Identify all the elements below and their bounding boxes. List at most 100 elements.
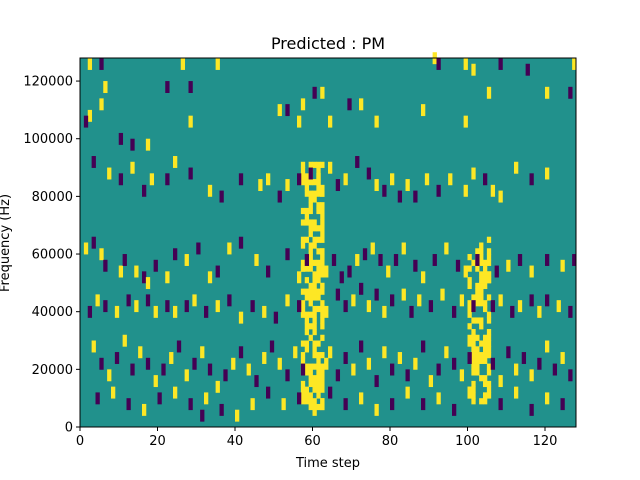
heatmap-cell — [498, 58, 503, 70]
heatmap-band-cell — [300, 357, 306, 364]
heatmap-band-cell — [320, 375, 325, 382]
heatmap-band-cell — [320, 352, 325, 359]
heatmap-band-cell — [320, 271, 325, 278]
heatmap-band-cell — [312, 311, 317, 318]
heatmap-cell — [103, 81, 108, 93]
heatmap-cell — [486, 271, 492, 284]
heatmap-cell — [300, 98, 306, 111]
heatmap-band-cell — [479, 271, 484, 278]
heatmap-band-cell — [312, 317, 317, 324]
heatmap-cell — [514, 161, 519, 174]
heatmap-band-cell — [304, 184, 310, 192]
heatmap-band-cell — [312, 323, 317, 330]
heatmap-band-cell — [467, 265, 472, 272]
heatmap-band-cell — [308, 196, 313, 203]
heatmap-band-cell — [308, 311, 313, 318]
heatmap-cell — [421, 340, 426, 353]
heatmap-cell — [483, 392, 488, 405]
heatmap-band-cell — [300, 242, 306, 249]
heatmap-cell — [219, 190, 224, 203]
heatmap-band-cell — [308, 363, 313, 370]
heatmap-band-cell — [320, 311, 325, 318]
heatmap-cell — [277, 104, 282, 117]
heatmap-cell — [351, 363, 356, 376]
heatmap-cell — [324, 265, 329, 278]
heatmap-cell — [297, 271, 302, 284]
heatmap-cell — [173, 248, 178, 261]
heatmap-band-cell — [300, 311, 306, 318]
heatmap-cell — [293, 346, 298, 359]
heatmap-band-cell — [300, 179, 306, 186]
heatmap-band-cell — [300, 167, 306, 174]
heatmap-band-cell — [308, 398, 313, 405]
heatmap-cell — [207, 184, 213, 197]
heatmap-cell — [556, 300, 561, 313]
heatmap-band-cell — [320, 305, 325, 313]
heatmap-cell — [378, 254, 383, 266]
heatmap-band-cell — [479, 323, 484, 330]
heatmap-band-cell — [483, 282, 488, 290]
heatmap-cell — [545, 254, 550, 266]
heatmap-cell — [506, 346, 511, 359]
heatmap-cell — [188, 167, 193, 180]
heatmap-band-cell — [479, 277, 484, 284]
heatmap-band-cell — [304, 190, 310, 197]
heatmap-band-cell — [312, 352, 317, 359]
heatmap-band-cell — [483, 375, 488, 382]
heatmap-band-cell — [300, 173, 306, 180]
heatmap-cell — [343, 352, 348, 364]
heatmap-cell — [486, 86, 492, 99]
heatmap-band-cell — [486, 317, 492, 324]
heatmap-cell — [297, 173, 302, 186]
heatmap-band-cell — [300, 300, 306, 307]
heatmap-band-cell — [316, 236, 321, 243]
heatmap-band-cell — [467, 277, 472, 284]
heatmap-cell — [510, 305, 515, 318]
heatmap-cell — [83, 242, 89, 255]
heatmap-cell — [300, 259, 306, 272]
heatmap-cell — [215, 58, 220, 70]
heatmap-band-cell — [312, 346, 317, 353]
x-tick-label: 100 — [455, 434, 480, 449]
heatmap-band-cell — [312, 161, 317, 168]
heatmap-band-cell — [316, 305, 321, 313]
heatmap-band-cell — [316, 167, 321, 174]
heatmap-band-cell — [486, 248, 492, 255]
heatmap-cell — [393, 254, 399, 266]
heatmap-band-cell — [316, 288, 321, 295]
heatmap-band-cell — [479, 300, 484, 307]
heatmap-cell — [537, 357, 542, 370]
heatmap-cell — [552, 363, 558, 376]
heatmap-band-cell — [300, 219, 306, 226]
heatmap-cell — [273, 311, 279, 324]
heatmap-band-cell — [316, 161, 321, 168]
heatmap-cell — [343, 173, 348, 186]
heatmap-cell — [258, 179, 263, 192]
heatmap-band-cell — [471, 363, 476, 370]
heatmap-cell — [440, 288, 445, 301]
heatmap-band-cell — [316, 403, 321, 411]
heatmap-cell — [529, 173, 534, 186]
y-tick-label: 40000 — [32, 305, 73, 320]
heatmap-band-cell — [486, 294, 492, 301]
heatmap-band-cell — [308, 294, 313, 301]
heatmap-band-cell — [320, 363, 325, 370]
heatmap-band-cell — [308, 219, 313, 226]
heatmap-cell — [200, 346, 205, 359]
heatmap-band-cell — [486, 380, 492, 388]
heatmap-cell — [223, 369, 228, 382]
heatmap-cell — [149, 173, 155, 186]
heatmap-cell — [165, 271, 170, 284]
heatmap-band-cell — [300, 288, 306, 295]
heatmap-band-cell — [312, 242, 317, 249]
heatmap-cell — [545, 294, 550, 307]
heatmap-cell — [359, 98, 364, 111]
heatmap-band-cell — [479, 375, 484, 382]
heatmap-cell — [320, 184, 325, 197]
heatmap-band-cell — [304, 340, 310, 347]
heatmap-cell — [297, 300, 302, 313]
heatmap-cell — [142, 403, 147, 416]
heatmap-cell — [145, 357, 151, 370]
heatmap-cell — [545, 392, 550, 405]
heatmap-band-cell — [471, 386, 476, 393]
